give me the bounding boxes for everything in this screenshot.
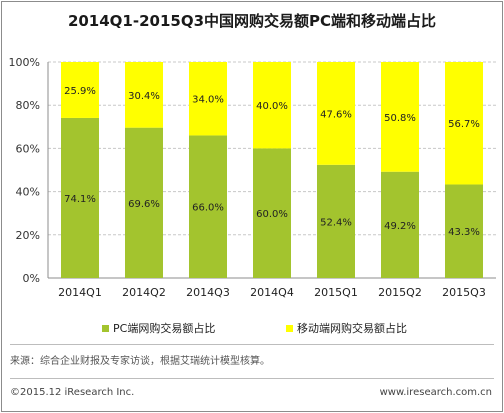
- bar-segment-pc: [253, 148, 291, 278]
- data-label: 43.3%: [448, 227, 480, 238]
- y-tick-label: 20%: [16, 229, 40, 242]
- data-label: 49.2%: [384, 221, 416, 232]
- legend-label: 移动端网购交易额占比: [297, 322, 407, 335]
- data-label: 25.9%: [64, 86, 96, 97]
- data-label: 30.4%: [128, 91, 160, 102]
- x-tick-label: 2015Q2: [378, 286, 422, 299]
- bar-segment-pc: [381, 171, 419, 278]
- bar-segment-mobile: [253, 62, 291, 149]
- y-tick-label: 60%: [16, 142, 40, 155]
- x-tick-label: 2014Q3: [186, 286, 230, 299]
- y-tick-label: 0%: [23, 272, 40, 285]
- y-tick-label: 100%: [9, 56, 40, 69]
- bar-segment-mobile: [317, 62, 355, 165]
- bottom-divider: [10, 378, 494, 379]
- bar-segment-mobile: [381, 62, 419, 172]
- stacked-bar-chart: 0% 20% 40% 60% 80% 100% 74.1% 25.9% 2014Q1 69.6% 3…: [9, 56, 496, 299]
- bar-segment-pc: [317, 164, 355, 278]
- data-label: 66.0%: [192, 203, 224, 214]
- y-tick-label: 80%: [16, 99, 40, 112]
- bar-segment-pc: [189, 135, 227, 278]
- chart-title: 2014Q1-2015Q3中国网购交易额PC端和移动端占比: [67, 12, 437, 30]
- data-label: 69.6%: [128, 199, 160, 210]
- x-tick-label: 2015Q1: [314, 286, 358, 299]
- data-label: 56.7%: [448, 119, 480, 130]
- x-tick-label: 2014Q1: [58, 286, 102, 299]
- x-tick-label: 2014Q4: [250, 286, 294, 299]
- data-label: 47.6%: [320, 109, 352, 120]
- bar-segment-mobile: [125, 62, 163, 128]
- bar-segment-pc: [445, 184, 483, 278]
- x-tick-label: 2015Q3: [442, 286, 486, 299]
- source-note: 来源：综合企业财报及专家访谈，根据艾瑞统计模型核算。: [10, 356, 270, 367]
- legend-item: 移动端网购交易额占比: [286, 320, 407, 336]
- x-tick-label: 2014Q2: [122, 286, 166, 299]
- bar-segment-mobile: [445, 62, 483, 185]
- data-label: 34.0%: [192, 95, 224, 106]
- y-tick-label: 40%: [16, 186, 40, 199]
- data-label: 50.8%: [384, 113, 416, 124]
- website-text: www.iresearch.com.cn: [379, 387, 492, 398]
- data-label: 74.1%: [64, 194, 96, 205]
- legend-label: PC端网购交易额占比: [113, 322, 216, 335]
- copyright-text: ©2015.12 iResearch Inc.: [10, 387, 135, 398]
- legend-item: PC端网购交易额占比: [102, 320, 215, 336]
- bar-segment-pc: [125, 127, 163, 278]
- legend-swatch: [286, 324, 293, 332]
- data-label: 40.0%: [256, 101, 288, 112]
- top-divider: [10, 344, 494, 345]
- data-label: 60.0%: [256, 209, 288, 220]
- data-label: 52.4%: [320, 217, 352, 228]
- legend-swatch: [102, 324, 109, 332]
- bar-segment-pc: [61, 117, 99, 278]
- bar-segment-mobile: [189, 62, 227, 136]
- bar-segment-mobile: [61, 62, 99, 118]
